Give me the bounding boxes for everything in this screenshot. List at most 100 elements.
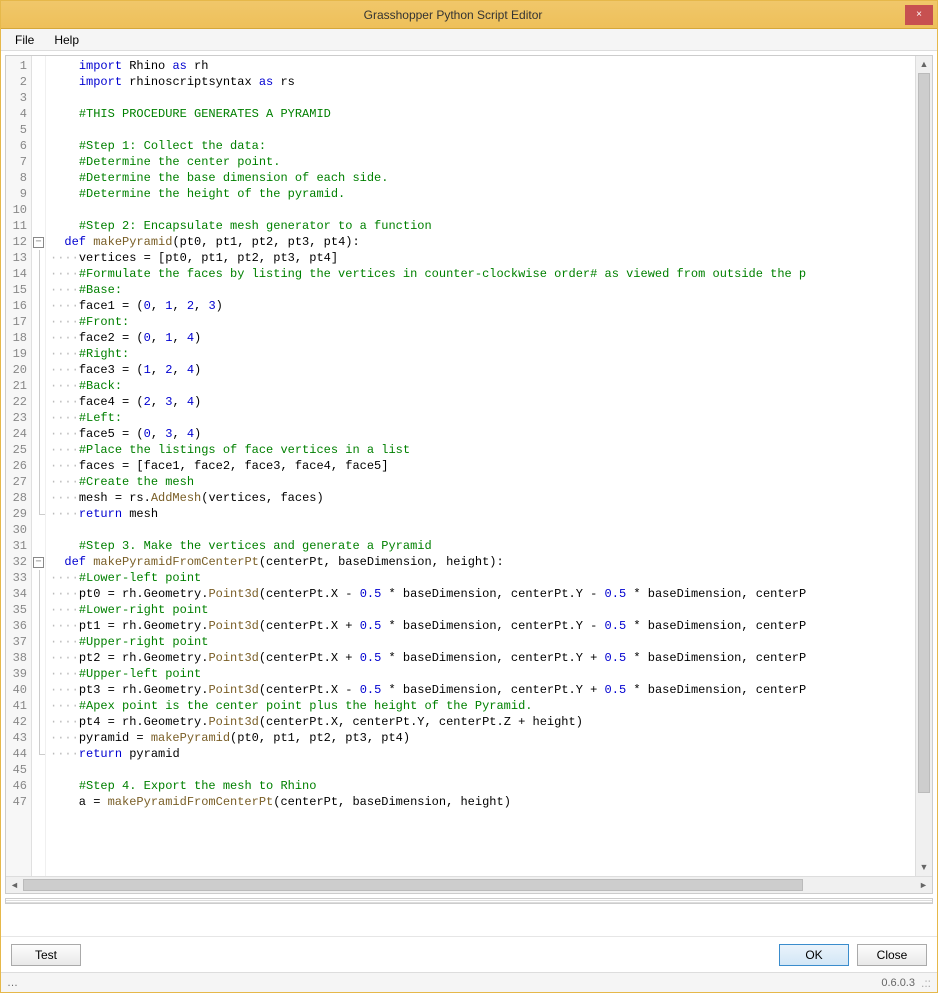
fold-guide — [32, 282, 45, 298]
code-line[interactable]: import Rhino as rh — [50, 58, 911, 74]
test-button[interactable]: Test — [11, 944, 81, 966]
code-line[interactable]: ····face4 = (2, 3, 4) — [50, 394, 911, 410]
code-line[interactable] — [50, 122, 911, 138]
fold-guide — [32, 90, 45, 106]
line-number: 35 — [6, 602, 31, 618]
code-line[interactable]: #Determine the height of the pyramid. — [50, 186, 911, 202]
code-line[interactable]: ····#Left: — [50, 410, 911, 426]
code-line[interactable]: def makePyramidFromCenterPt(centerPt, ba… — [50, 554, 911, 570]
code-line[interactable]: ····#Lower-left point — [50, 570, 911, 586]
line-number: 1 — [6, 58, 31, 74]
code-line[interactable]: #Step 4. Export the mesh to Rhino — [50, 778, 911, 794]
line-number: 15 — [6, 282, 31, 298]
fold-guide — [32, 602, 45, 618]
code-line[interactable]: #Step 1: Collect the data: — [50, 138, 911, 154]
fold-guide — [32, 762, 45, 778]
code-line[interactable]: ····pt0 = rh.Geometry.Point3d(centerPt.X… — [50, 586, 911, 602]
code-line[interactable]: ····return mesh — [50, 506, 911, 522]
ok-button[interactable]: OK — [779, 944, 849, 966]
code-line[interactable]: ····pyramid = makePyramid(pt0, pt1, pt2,… — [50, 730, 911, 746]
fold-guide — [32, 618, 45, 634]
code-line[interactable]: ····#Upper-left point — [50, 666, 911, 682]
code-line[interactable] — [50, 522, 911, 538]
scroll-up-arrow-icon[interactable]: ▲ — [916, 56, 932, 73]
code-line[interactable]: ····return pyramid — [50, 746, 911, 762]
fold-guide — [32, 634, 45, 650]
line-number: 43 — [6, 730, 31, 746]
code-line[interactable]: ····face5 = (0, 3, 4) — [50, 426, 911, 442]
code-line[interactable]: a = makePyramidFromCenterPt(centerPt, ba… — [50, 794, 911, 810]
scroll-left-arrow-icon[interactable]: ◄ — [6, 877, 23, 893]
fold-guide — [32, 730, 45, 746]
code-line[interactable]: ····pt3 = rh.Geometry.Point3d(centerPt.X… — [50, 682, 911, 698]
fold-guide — [32, 698, 45, 714]
code-line[interactable]: #Step 3. Make the vertices and generate … — [50, 538, 911, 554]
code-line[interactable]: ····pt4 = rh.Geometry.Point3d(centerPt.X… — [50, 714, 911, 730]
fold-guide — [32, 58, 45, 74]
code-line[interactable]: ····#Front: — [50, 314, 911, 330]
close-icon[interactable]: × — [905, 5, 933, 25]
fold-guide — [32, 586, 45, 602]
editor-scroll: 1234567891011121314151617181920212223242… — [6, 56, 932, 876]
line-number: 40 — [6, 682, 31, 698]
code-line[interactable]: ····pt2 = rh.Geometry.Point3d(centerPt.X… — [50, 650, 911, 666]
line-number: 32 — [6, 554, 31, 570]
code-line[interactable]: ····faces = [face1, face2, face3, face4,… — [50, 458, 911, 474]
fold-guide — [32, 330, 45, 346]
close-button[interactable]: Close — [857, 944, 927, 966]
code-line[interactable]: ····#Formulate the faces by listing the … — [50, 266, 911, 282]
code-line[interactable]: ····#Place the listings of face vertices… — [50, 442, 911, 458]
code-line[interactable]: ····vertices = [pt0, pt1, pt2, pt3, pt4] — [50, 250, 911, 266]
code-line[interactable]: ····#Apex point is the center point plus… — [50, 698, 911, 714]
scroll-down-arrow-icon[interactable]: ▼ — [916, 859, 932, 876]
line-number: 39 — [6, 666, 31, 682]
menu-file[interactable]: File — [5, 31, 44, 49]
fold-guide — [32, 106, 45, 122]
code-line[interactable]: ····face3 = (1, 2, 4) — [50, 362, 911, 378]
fold-guide — [32, 506, 45, 522]
horizontal-scrollbar[interactable]: ◄ ► — [6, 876, 932, 893]
code-line[interactable]: ····#Right: — [50, 346, 911, 362]
hscroll-thumb[interactable] — [23, 879, 803, 891]
line-number: 23 — [6, 410, 31, 426]
line-number: 47 — [6, 794, 31, 810]
fold-guide — [32, 682, 45, 698]
code-line[interactable] — [50, 762, 911, 778]
code-line[interactable]: ····#Create the mesh — [50, 474, 911, 490]
code-line[interactable]: #Determine the base dimension of each si… — [50, 170, 911, 186]
scroll-thumb[interactable] — [918, 73, 930, 793]
vertical-scrollbar[interactable]: ▲ ▼ — [915, 56, 932, 876]
code-line[interactable]: ····mesh = rs.AddMesh(vertices, faces) — [50, 490, 911, 506]
code-line[interactable]: ····#Lower-right point — [50, 602, 911, 618]
code-line[interactable]: ····#Upper-right point — [50, 634, 911, 650]
fold-guide — [32, 394, 45, 410]
code-line[interactable]: ····#Base: — [50, 282, 911, 298]
editor-window: Grasshopper Python Script Editor × File … — [0, 0, 938, 993]
fold-toggle-icon[interactable] — [32, 554, 45, 570]
code-area[interactable]: import Rhino as rh import rhinoscriptsyn… — [46, 56, 915, 876]
code-line[interactable]: ····face1 = (0, 1, 2, 3) — [50, 298, 911, 314]
line-number: 27 — [6, 474, 31, 490]
code-line[interactable]: import rhinoscriptsyntax as rs — [50, 74, 911, 90]
line-number: 18 — [6, 330, 31, 346]
hscroll-track[interactable] — [23, 877, 915, 893]
code-line[interactable]: def makePyramid(pt0, pt1, pt2, pt3, pt4)… — [50, 234, 911, 250]
fold-toggle-icon[interactable] — [32, 234, 45, 250]
code-line[interactable]: ····#Back: — [50, 378, 911, 394]
code-line[interactable] — [50, 202, 911, 218]
editor-pane: 1234567891011121314151617181920212223242… — [5, 55, 933, 894]
code-line[interactable]: ····pt1 = rh.Geometry.Point3d(centerPt.X… — [50, 618, 911, 634]
fold-column[interactable] — [32, 56, 46, 876]
line-number: 34 — [6, 586, 31, 602]
menu-help[interactable]: Help — [44, 31, 89, 49]
fold-guide — [32, 314, 45, 330]
code-line[interactable]: ····face2 = (0, 1, 4) — [50, 330, 911, 346]
line-number: 7 — [6, 154, 31, 170]
code-line[interactable]: #Determine the center point. — [50, 154, 911, 170]
scroll-right-arrow-icon[interactable]: ► — [915, 877, 932, 893]
resize-grip-icon[interactable]: .:: — [921, 976, 931, 990]
code-line[interactable]: #Step 2: Encapsulate mesh generator to a… — [50, 218, 911, 234]
titlebar[interactable]: Grasshopper Python Script Editor × — [1, 1, 937, 29]
code-line[interactable]: #THIS PROCEDURE GENERATES A PYRAMID — [50, 106, 911, 122]
code-line[interactable] — [50, 90, 911, 106]
